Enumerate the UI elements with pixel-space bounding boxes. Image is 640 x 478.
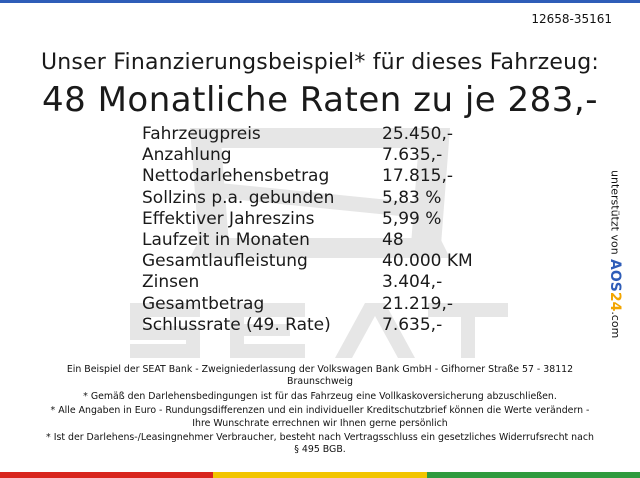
- term-label: Nettodarlehensbetrag: [142, 166, 330, 187]
- stripe-green: [426, 472, 640, 478]
- term-label: Gesamtlaufleistung: [142, 251, 308, 272]
- brand-part-tld: .com: [609, 310, 622, 338]
- term-row: Fahrzeugpreis 25.450,-: [142, 124, 532, 145]
- term-label: Anzahlung: [142, 145, 232, 166]
- term-value: 17.815,-: [382, 166, 454, 187]
- term-row: Nettodarlehensbetrag 17.815,-: [142, 166, 532, 187]
- term-row: Gesamtbetrag 21.219,-: [142, 294, 532, 315]
- term-value: 7.635,-: [382, 314, 443, 335]
- term-label: Gesamtbetrag: [142, 293, 265, 314]
- legal-disclaimer: Ein Beispiel der SEAT Bank - Zweignieder…: [44, 364, 596, 459]
- term-row: Laufzeit in Monaten 48: [142, 230, 532, 251]
- term-row: Zinsen 3.404,-: [142, 272, 532, 293]
- term-value: 7.635,-: [382, 145, 443, 166]
- seat-logo-watermark: [130, 128, 508, 358]
- term-row: Anzahlung 7.635,-: [142, 145, 532, 166]
- disclaimer-currency-line: * Alle Angaben in Euro - Rundungsdiffere…: [50, 405, 590, 429]
- term-row: Schlussrate (49. Rate) 7.635,-: [142, 315, 532, 336]
- monthly-rate-headline: 48 Monatliche Raten zu je 283,-: [42, 80, 598, 120]
- term-value: 5,83 %: [382, 187, 442, 208]
- term-row: Sollzins p.a. gebunden 5,83 %: [142, 188, 532, 209]
- term-label: Schlussrate (49. Rate): [142, 314, 331, 335]
- term-label: Zinsen: [142, 272, 200, 293]
- brand-part-aos: AOS: [607, 258, 623, 292]
- term-value: 3.404,-: [382, 272, 443, 293]
- supported-by-text: unterstützt von: [608, 170, 622, 255]
- financing-terms-list: Fahrzeugpreis 25.450,- Anzahlung 7.635,-…: [142, 124, 532, 336]
- offer-id: 12658-35161: [531, 12, 612, 26]
- bottom-color-stripe: [0, 472, 640, 478]
- term-value: 48: [382, 230, 404, 251]
- disclaimer-bank-line: Ein Beispiel der SEAT Bank - Zweignieder…: [66, 364, 574, 388]
- disclaimer-withdrawal-line: * Ist der Darlehens-/Leasingnehmer Verbr…: [46, 432, 594, 456]
- term-row: Effektiver Jahreszins 5,99 %: [142, 209, 532, 230]
- term-value: 25.450,-: [382, 124, 454, 144]
- brand-part-24: 24: [607, 291, 623, 311]
- term-value: 5,99 %: [382, 208, 442, 229]
- stripe-yellow: [213, 472, 427, 478]
- term-row: Gesamtlaufleistung 40.000 KM: [142, 251, 532, 272]
- term-label: Effektiver Jahreszins: [142, 208, 315, 229]
- aos24-brand: AOS24.com: [607, 259, 623, 338]
- financing-subtitle: Unser Finanzierungsbeispiel* für dieses …: [40, 50, 600, 75]
- stripe-red: [0, 472, 214, 478]
- top-accent-bar: [0, 0, 640, 3]
- term-value: 40.000 KM: [382, 251, 473, 272]
- term-label: Sollzins p.a. gebunden: [142, 187, 335, 208]
- term-value: 21.219,-: [382, 293, 454, 314]
- term-label: Laufzeit in Monaten: [142, 230, 310, 251]
- term-label: Fahrzeugpreis: [142, 124, 261, 144]
- disclaimer-insurance-line: * Gemäß den Darlehensbedingungen ist für…: [83, 390, 557, 402]
- supported-by-note: unterstützt von AOS24.com: [600, 170, 630, 355]
